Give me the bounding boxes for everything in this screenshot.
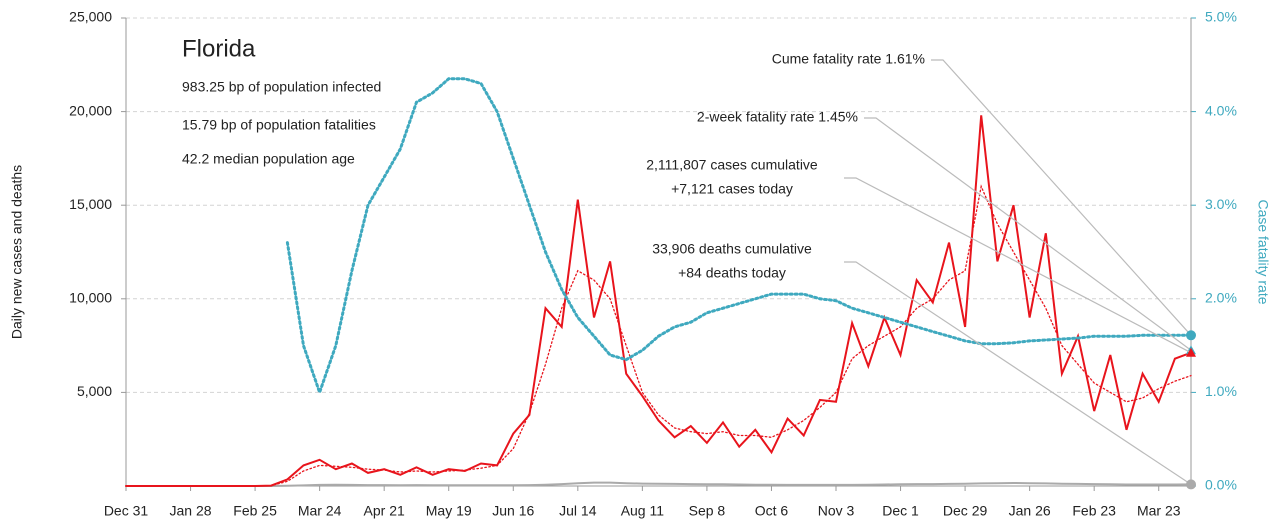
- annotation: 2-week fatality rate 1.45%: [697, 109, 858, 125]
- leader-line: [844, 261, 1192, 485]
- x-tick-label: Mar 24: [298, 503, 342, 519]
- x-tick-label: Jun 16: [492, 503, 534, 519]
- y-tick-label: 10,000: [69, 290, 112, 306]
- y-tick-label: 15,000: [69, 196, 112, 212]
- series-line: [125, 481, 1192, 487]
- leader-line: [864, 117, 1192, 351]
- y2-tick-label: 1.0%: [1205, 383, 1237, 399]
- annotation: +84 deaths today: [678, 265, 786, 281]
- x-tick-label: May 19: [426, 503, 472, 519]
- subtitle: 15.79 bp of population fatalities: [182, 117, 376, 133]
- end-marker: [1186, 347, 1196, 357]
- y2-tick-label: 2.0%: [1205, 290, 1237, 306]
- x-tick-label: Dec 29: [943, 503, 988, 519]
- x-tick-label: Dec 31: [104, 503, 149, 519]
- chart-title: Florida: [182, 35, 256, 62]
- x-tick-label: Oct 6: [755, 503, 789, 519]
- subtitle: 983.25 bp of population infected: [182, 79, 381, 95]
- x-tick-label: Mar 23: [1137, 503, 1181, 519]
- leader-line: [931, 59, 1192, 336]
- annotation: 2,111,807 cases cumulative: [646, 157, 818, 173]
- x-tick-label: Dec 1: [882, 503, 919, 519]
- annotation: Cume fatality rate 1.61%: [772, 51, 925, 67]
- y2-axis-label: Case fatality rate: [1255, 199, 1271, 304]
- subtitle: 42.2 median population age: [182, 151, 355, 167]
- y-tick-label: 20,000: [69, 102, 112, 118]
- y2-tick-label: 0.0%: [1205, 477, 1237, 493]
- y2-tick-label: 3.0%: [1205, 196, 1237, 212]
- series-line: [125, 115, 1192, 487]
- y-tick-label: 25,000: [69, 9, 112, 25]
- x-tick-label: Jul 14: [559, 503, 597, 519]
- leader-line: [844, 177, 1192, 354]
- x-tick-label: Nov 3: [818, 503, 855, 519]
- annotation: 33,906 deaths cumulative: [652, 241, 812, 257]
- end-marker: [1186, 479, 1196, 490]
- x-tick-label: Sep 8: [689, 503, 726, 519]
- x-tick-label: Aug 11: [621, 503, 665, 519]
- y-tick-label: 5,000: [77, 383, 112, 399]
- x-tick-label: Jan 26: [1009, 503, 1051, 519]
- x-tick-label: Feb 23: [1072, 503, 1116, 519]
- x-tick-label: Jan 28: [170, 503, 212, 519]
- y-axis-label: Daily new cases and deaths: [9, 165, 25, 339]
- y2-tick-label: 4.0%: [1205, 102, 1237, 118]
- end-marker: [1186, 330, 1196, 341]
- annotation: +7,121 cases today: [671, 181, 793, 197]
- y2-tick-label: 5.0%: [1205, 9, 1237, 25]
- x-tick-label: Feb 25: [233, 503, 277, 519]
- x-tick-label: Apr 21: [364, 503, 405, 519]
- series-line: [125, 184, 1192, 487]
- series-line: [285, 77, 1193, 397]
